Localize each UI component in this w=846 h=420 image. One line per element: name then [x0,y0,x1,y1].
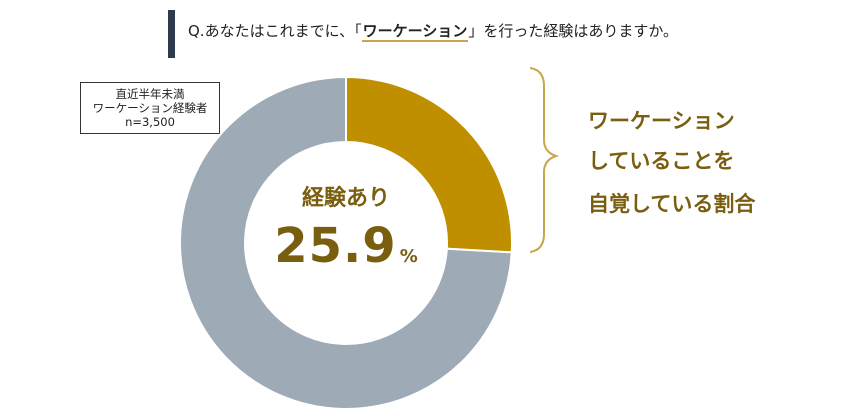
sample-size: n=3,500 [125,115,175,129]
question-suffix: 」を行った経験はありますか。 [468,22,679,40]
annotation-line-2: していることを [588,149,735,173]
donut-slice-0 [345,75,513,254]
question-text: Q.あなたはこれまでに、「ワーケーション」を行った経験はありますか。 [188,20,679,42]
sample-info-box: 直近半年未満 ワーケーション経験者 n=3,500 [80,82,220,134]
annotation-line-1: ワーケーション [588,109,735,133]
donut-slice-1 [179,75,513,410]
question-prefix: Q.あなたはこれまでに、「 [188,22,362,40]
title-accent-bar [168,10,175,58]
center-title: 経験あり [301,186,390,211]
center-unit: % [399,246,418,267]
question-keyword: ワーケーション [361,22,469,42]
center-value: 25.9 [274,218,397,274]
sample-line-1: 直近半年未満 [115,87,185,101]
annotation-line-3: 自覚している割合 [588,192,756,216]
center-value-wrap: 25.9% [246,218,446,274]
sample-line-2: ワーケーション経験者 [92,101,208,115]
